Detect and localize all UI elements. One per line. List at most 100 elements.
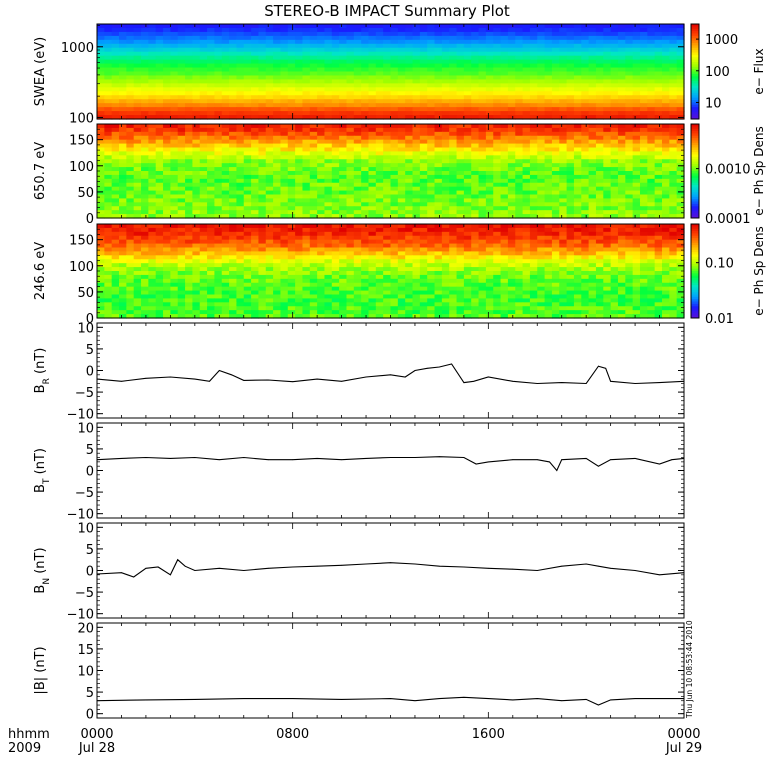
heatmap-cell: [170, 163, 179, 168]
heatmap-cell: [111, 43, 120, 49]
heatmap-cell: [537, 99, 546, 104]
heatmap-cell: [544, 47, 553, 53]
heatmap-cell: [471, 159, 480, 164]
heatmap-cell: [412, 71, 421, 77]
heatmap-cell: [346, 67, 355, 73]
heatmap-cell: [463, 63, 472, 69]
heatmap-cell: [559, 75, 568, 81]
heatmap-cell: [647, 127, 656, 133]
heatmap-cell: [331, 167, 340, 172]
heatmap-cell: [229, 255, 238, 260]
heatmap-cell: [273, 51, 282, 57]
heatmap-cell: [236, 67, 245, 73]
heatmap-cell: [390, 47, 399, 53]
colorbar-step: [691, 40, 699, 44]
heatmap-cell: [419, 63, 428, 69]
heatmap-cell: [302, 31, 311, 37]
heatmap-cell: [515, 99, 524, 104]
heatmap-cell: [133, 194, 142, 200]
heatmap-cell: [353, 227, 362, 233]
heatmap-cell: [588, 59, 597, 65]
heatmap-cell: [390, 43, 399, 49]
heatmap-cell: [522, 255, 531, 260]
colorbar-frame: [690, 123, 700, 219]
heatmap-cell: [236, 51, 245, 57]
heatmap-cell: [625, 79, 634, 84]
heatmap-cell: [148, 235, 157, 241]
heatmap-cell: [551, 135, 560, 141]
heatmap-cell: [287, 55, 296, 61]
heatmap-cell: [258, 243, 267, 249]
heatmap-cell: [192, 24, 201, 29]
heatmap-cell: [522, 55, 531, 61]
heatmap-cell: [441, 43, 450, 49]
heatmap-cell: [97, 151, 105, 156]
heatmap-cell: [515, 202, 524, 207]
heatmap-cell: [221, 131, 230, 137]
heatmap-cell: [654, 167, 663, 172]
heatmap-cell: [405, 71, 414, 77]
heatmap-cell: [185, 115, 193, 120]
heatmap-cell: [559, 31, 568, 37]
heatmap-cell: [148, 214, 157, 219]
heatmap-cell: [676, 243, 685, 249]
heatmap-cell: [331, 214, 340, 219]
heatmap-cell: [265, 71, 274, 77]
heatmap-cell: [610, 198, 619, 203]
heatmap-cell: [251, 247, 260, 253]
heatmap-cell: [529, 103, 538, 108]
heatmap-cell: [229, 182, 238, 188]
heatmap-cell: [471, 171, 480, 176]
heatmap-cell: [155, 63, 164, 69]
heatmap-cell: [449, 91, 458, 96]
heatmap-cell: [339, 83, 348, 88]
heatmap-cell: [449, 194, 458, 200]
heatmap-cell: [537, 151, 546, 156]
heatmap-cell: [485, 55, 494, 61]
heatmap-cell: [170, 35, 179, 41]
heatmap-cell: [375, 167, 384, 172]
heatmap-cell: [551, 190, 560, 196]
heatmap-cell: [625, 131, 634, 137]
heatmap-cell: [441, 31, 450, 37]
heatmap-cell: [163, 194, 171, 200]
heatmap-cell: [522, 163, 531, 168]
heatmap-cell: [317, 155, 326, 160]
heatmap-cell: [273, 210, 282, 215]
heatmap-cell: [588, 263, 597, 268]
heatmap-cell: [236, 127, 245, 133]
heatmap-cell: [441, 127, 450, 133]
heatmap-cell: [273, 95, 282, 100]
heatmap-cell: [199, 151, 208, 156]
heatmap-cell: [207, 51, 215, 57]
colorbar-step: [691, 90, 699, 94]
heatmap-cell: [229, 210, 238, 215]
heatmap-cell: [405, 91, 414, 96]
heatmap-cell: [573, 251, 582, 256]
heatmap-cell: [676, 43, 685, 49]
heatmap-cell: [412, 111, 421, 116]
heatmap-cell: [302, 235, 311, 241]
heatmap-cell: [654, 163, 663, 168]
heatmap-cell: [302, 51, 311, 57]
heatmap-cell: [522, 167, 531, 172]
heatmap-cell: [500, 75, 509, 81]
heatmap-cell: [214, 163, 223, 168]
heatmap-cell: [346, 231, 355, 237]
heatmap-cell: [221, 24, 230, 29]
heatmap-cell: [471, 63, 480, 69]
heatmap-cell: [471, 143, 480, 149]
heatmap-cell: [676, 224, 685, 229]
heatmap-cell: [177, 163, 186, 168]
heatmap-cell: [632, 67, 641, 73]
heatmap-cell: [441, 39, 450, 45]
heatmap-cell: [339, 111, 348, 116]
heatmap-cell: [324, 127, 333, 133]
heatmap-cell: [456, 55, 465, 61]
heatmap-cell: [588, 39, 597, 45]
heatmap-cell: [221, 190, 230, 196]
heatmap-cell: [383, 178, 392, 184]
colorbar-step: [691, 159, 699, 163]
heatmap-cell: [537, 190, 546, 196]
heatmap-cell: [111, 171, 120, 176]
